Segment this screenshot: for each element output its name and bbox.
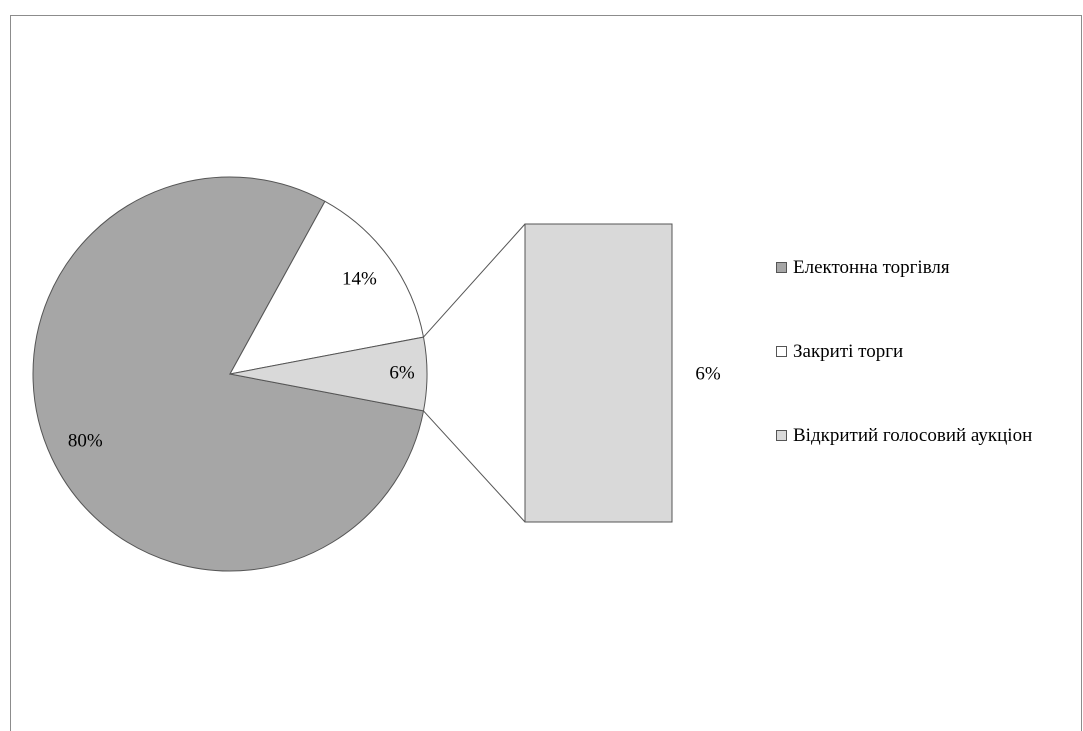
legend-item: Електонна торгівля [774,255,1044,339]
connector-line [423,223,526,338]
legend: Електонна торгівля Закриті торги Відкритий… [774,255,1044,507]
bar-segment [524,223,673,523]
legend-swatch [776,346,787,357]
legend-swatch [776,430,787,441]
pie-slice [32,176,425,572]
legend-item: Відкритий голосовий аукціон [774,423,1044,507]
legend-swatch [776,262,787,273]
legend-label: Закриті торги [793,341,904,362]
slice-label: 80% [68,430,103,451]
legend-label: Відкритий голосовий аукціон [793,425,1033,446]
slice-label: 6% [389,362,415,383]
legend-label: Електонна торгівля [793,257,950,278]
pie-slice [229,200,425,375]
connector-line [423,410,526,523]
legend-item: Закриті торги [774,339,1044,423]
chart-frame [10,15,1082,731]
pie-slice [229,336,428,412]
slice-label: 14% [342,268,377,289]
bar-label: 6% [695,363,721,384]
